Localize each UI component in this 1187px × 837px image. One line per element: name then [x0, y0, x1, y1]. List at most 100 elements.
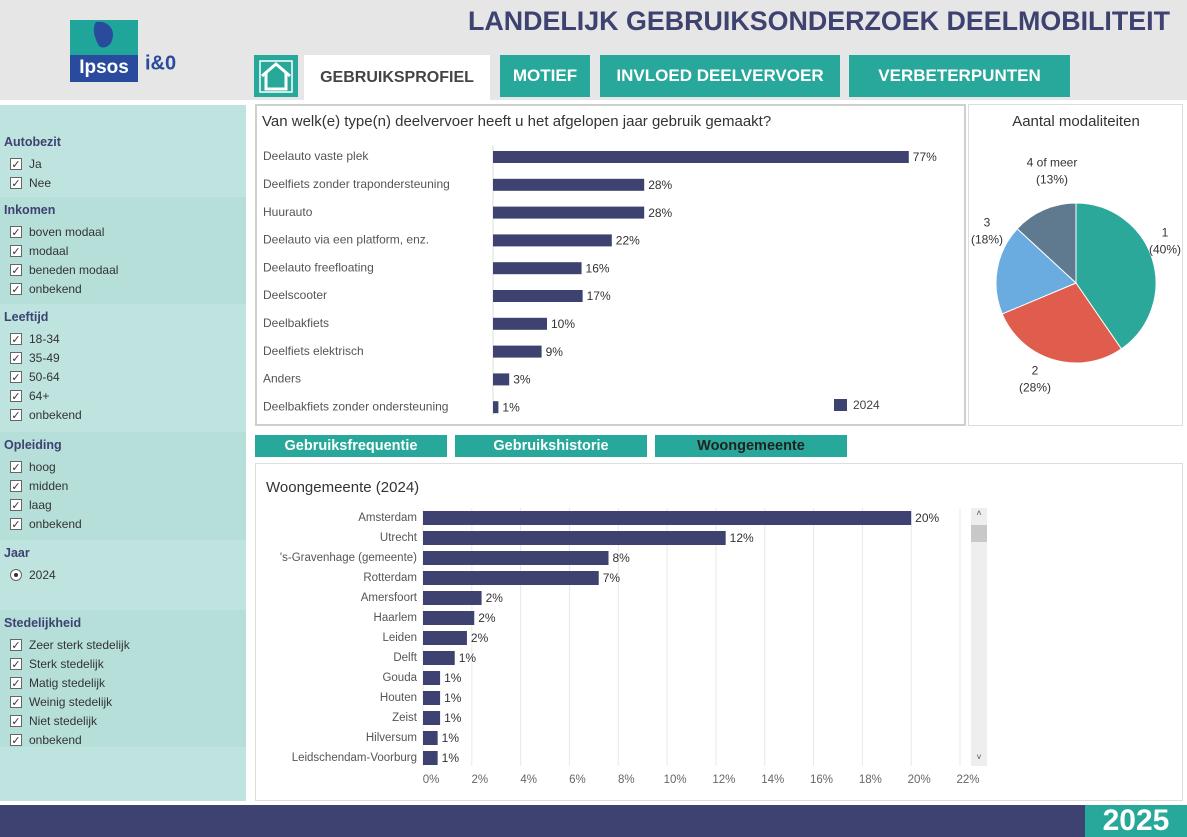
bar — [493, 151, 909, 163]
filter-option[interactable]: ✓ Weinig stedelijk — [10, 695, 112, 709]
bar — [423, 671, 441, 685]
filter-option[interactable]: ✓ Niet stedelijk — [10, 714, 97, 728]
filter-band — [0, 197, 246, 304]
sub-tab[interactable]: Gebruiksfrequentie — [255, 435, 447, 457]
filter-option[interactable]: ✓ Matig stedelijk — [10, 676, 105, 690]
filter-option[interactable]: ✓ Sterk stedelijk — [10, 657, 104, 671]
home-icon — [259, 60, 293, 93]
filter-option[interactable]: ✓ beneden modaal — [10, 263, 118, 277]
x-tick-label: 8% — [618, 774, 635, 786]
filter-option[interactable]: ✓ boven modaal — [10, 225, 104, 239]
slice-label: 4 of meer — [1027, 156, 1078, 170]
checkbox[interactable]: ✓ — [10, 696, 22, 709]
filter-label: Zeer sterk stedelijk — [29, 638, 130, 652]
value-label: 2% — [471, 631, 489, 645]
filter-option[interactable]: ✓ onbekend — [10, 408, 82, 422]
filter-option[interactable]: ✓ 18-34 — [10, 332, 60, 346]
value-label: 2% — [486, 591, 504, 605]
filter-title: Opleiding — [4, 438, 62, 452]
home-button[interactable] — [254, 55, 298, 97]
filter-option[interactable]: ✓ Nee — [10, 176, 51, 190]
checkbox[interactable]: ✓ — [10, 518, 22, 531]
filter-option[interactable]: ✓ 64+ — [10, 389, 49, 403]
filter-option[interactable]: ✓ onbekend — [10, 282, 82, 296]
filter-label: Niet stedelijk — [29, 714, 98, 728]
filter-label: Ja — [29, 157, 42, 171]
category-label: Zeist — [392, 712, 418, 724]
bar — [493, 373, 510, 386]
checkbox[interactable]: ✓ — [10, 461, 22, 474]
filter-option[interactable]: ✓ 50-64 — [10, 370, 60, 384]
checkbox[interactable]: ✓ — [10, 333, 22, 346]
chart-title: Van welk(e) type(n) deelvervoer heeft u … — [262, 113, 771, 130]
filter-label: modaal — [29, 244, 69, 258]
radio[interactable] — [10, 569, 22, 581]
checkbox[interactable]: ✓ — [10, 283, 22, 296]
slice-value-label: (18%) — [971, 233, 1003, 247]
filter-option[interactable]: ✓ onbekend — [10, 733, 82, 747]
bar — [493, 206, 645, 219]
slice-label: 3 — [984, 216, 991, 230]
category-label: Rotterdam — [363, 572, 417, 584]
category-label: Amersfoort — [361, 592, 418, 604]
checkbox[interactable]: ✓ — [10, 658, 22, 671]
filter-option[interactable]: ✓ onbekend — [10, 517, 82, 531]
footer-year: 2025 — [1085, 804, 1187, 837]
category-label: Delft — [393, 652, 417, 664]
slice-value-label: (13%) — [1036, 173, 1068, 187]
chart-title: Aantal modaliteiten — [1012, 113, 1140, 130]
filter-option[interactable]: ✓ Zeer sterk stedelijk — [10, 638, 130, 652]
category-label: Leidschendam-Voorburg — [292, 752, 417, 764]
value-label: 28% — [648, 206, 672, 220]
checkbox[interactable]: ✓ — [10, 734, 22, 747]
category-label: Utrecht — [380, 532, 418, 544]
filter-title: Stedelijkheid — [4, 616, 82, 630]
checkbox[interactable]: ✓ — [10, 409, 22, 422]
filter-option[interactable]: ✓ 35-49 — [10, 351, 60, 365]
filter-band — [0, 432, 246, 540]
filter-option[interactable]: ✓ hoog — [10, 460, 56, 474]
sub-tab[interactable]: Gebruikshistorie — [455, 435, 647, 457]
filter-option[interactable]: ✓ laag — [10, 498, 52, 512]
nav-tab[interactable]: INVLOED DEELVERVOER — [600, 55, 840, 97]
checkbox[interactable]: ✓ — [10, 352, 22, 365]
checkbox[interactable]: ✓ — [10, 390, 22, 403]
value-label: 1% — [502, 400, 520, 414]
slice-label: 1 — [1162, 226, 1169, 240]
scrollbar[interactable]: ˄ ˅ — [971, 508, 987, 766]
nav-tab[interactable]: VERBETERPUNTEN — [849, 55, 1070, 97]
category-label: Deelscooter — [263, 288, 327, 302]
checkbox[interactable]: ✓ — [10, 715, 22, 728]
slice-value-label: (40%) — [1149, 243, 1181, 257]
sub-tab[interactable]: Woongemeente — [655, 435, 847, 457]
checkbox[interactable]: ✓ — [10, 480, 22, 493]
filter-label: Sterk stedelijk — [29, 657, 104, 671]
scroll-thumb[interactable] — [971, 525, 987, 542]
checkbox[interactable]: ✓ — [10, 177, 22, 190]
nav-tab[interactable]: MOTIEF — [500, 55, 590, 97]
nav-tab[interactable]: GEBRUIKSPROFIEL — [304, 55, 490, 100]
checkbox[interactable]: ✓ — [10, 677, 22, 690]
filter-option[interactable]: ✓ modaal — [10, 244, 68, 258]
checkbox[interactable]: ✓ — [10, 245, 22, 258]
logo-brand: Ipsos — [79, 57, 129, 78]
checkbox[interactable]: ✓ — [10, 226, 22, 239]
filter-option[interactable]: ✓ Ja — [10, 157, 42, 171]
category-label: Deelauto freefloating — [263, 260, 374, 274]
scroll-up[interactable]: ˄ — [976, 508, 982, 518]
filter-option[interactable]: 2024 — [10, 568, 56, 582]
filter-option[interactable]: ✓ midden — [10, 479, 68, 493]
checkbox[interactable]: ✓ — [10, 371, 22, 384]
checkbox[interactable]: ✓ — [10, 639, 22, 652]
checkbox[interactable]: ✓ — [10, 158, 22, 171]
filter-label: Nee — [29, 176, 52, 190]
category-label: Deelbakfiets zonder ondersteuning — [263, 399, 448, 413]
checkbox[interactable]: ✓ — [10, 499, 22, 512]
filter-label: 2024 — [29, 568, 56, 582]
filter-panel: Autobezit ✓ Ja ✓ Nee Inkomen ✓ boven modaal ✓ mod… — [0, 105, 246, 801]
value-label: 17% — [587, 289, 611, 303]
chart-title: Woongemeente (2024) — [266, 479, 419, 496]
filter-label: onbekend — [29, 517, 82, 531]
checkbox[interactable]: ✓ — [10, 264, 22, 277]
scroll-down[interactable]: ˅ — [976, 752, 982, 762]
